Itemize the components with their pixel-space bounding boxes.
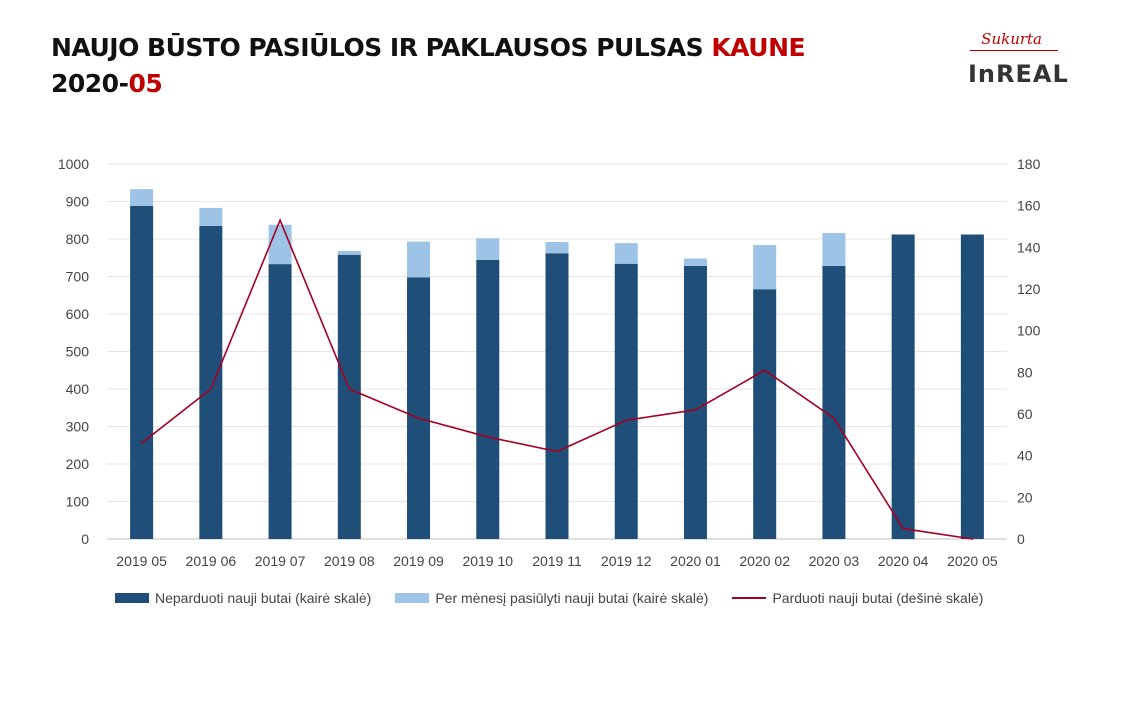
bar-offered xyxy=(130,189,154,206)
line-point-sold xyxy=(763,369,766,372)
x-tick-label: 2019 07 xyxy=(255,553,306,569)
right-tick-label: 20 xyxy=(1017,489,1033,505)
logo-script: Sukurta xyxy=(981,30,1042,48)
right-tick-label: 140 xyxy=(1017,239,1041,255)
bar-unsold xyxy=(199,225,223,539)
x-tick-label: 2020 04 xyxy=(878,553,929,569)
bar-unsold xyxy=(268,264,292,539)
line-point-sold xyxy=(486,436,489,438)
bar-offered xyxy=(614,243,638,264)
right-tick-label: 0 xyxy=(1017,531,1025,547)
x-tick-label: 2019 11 xyxy=(532,553,582,569)
line-point-sold xyxy=(556,450,558,453)
line-point-sold xyxy=(348,388,351,390)
chart-title: NAUJO BŪSTO PASIŪLOS IR PAKLAUSOS PULSAS… xyxy=(51,30,806,66)
line-point-sold xyxy=(833,417,835,419)
bar-offered xyxy=(753,245,777,290)
inreal-logo: Sukurta InREAL xyxy=(966,28,1068,90)
bar-offered xyxy=(476,238,500,260)
bar-offered xyxy=(822,233,846,266)
bar-offered xyxy=(545,242,569,254)
legend-line-sold xyxy=(732,597,767,599)
bar-unsold xyxy=(683,266,707,539)
left-tick-label: 700 xyxy=(66,269,90,285)
x-tick-label: 2019 05 xyxy=(116,553,167,569)
title-text: NAUJO BŪSTO PASIŪLOS IR PAKLAUSOS PULSAS xyxy=(51,33,712,62)
x-tick-label: 2020 05 xyxy=(947,553,998,569)
x-tick-label: 2019 06 xyxy=(186,553,237,569)
legend-label-unsold: Neparduoti nauji butai (kairė skalė) xyxy=(155,590,372,606)
period-month: 05 xyxy=(128,69,163,98)
bar-unsold xyxy=(407,277,431,539)
period-year: 2020- xyxy=(51,69,129,98)
bar-unsold xyxy=(337,254,361,539)
left-tick-label: 1000 xyxy=(58,156,89,172)
logo-wordmark: InREAL xyxy=(968,60,1069,88)
line-point-sold xyxy=(625,419,628,422)
bar-unsold xyxy=(130,206,154,539)
chart-legend: Neparduoti nauji butai (kairė skalė) Per… xyxy=(115,590,1007,606)
left-tick-label: 200 xyxy=(66,456,90,472)
line-point-sold xyxy=(694,409,697,411)
bar-unsold xyxy=(960,234,984,539)
bar-unsold xyxy=(476,260,500,539)
right-tick-label: 40 xyxy=(1017,448,1033,464)
title-city: KAUNE xyxy=(711,33,806,62)
left-tick-label: 0 xyxy=(81,531,89,547)
title-block: NAUJO BŪSTO PASIŪLOS IR PAKLAUSOS PULSAS… xyxy=(51,30,806,102)
right-tick-label: 180 xyxy=(1017,156,1041,172)
line-point-sold xyxy=(417,417,420,419)
bar-unsold xyxy=(545,253,569,539)
bar-offered xyxy=(199,207,223,226)
x-tick-label: 2019 10 xyxy=(462,553,513,569)
x-tick-label: 2020 02 xyxy=(739,553,790,569)
bar-unsold xyxy=(822,266,846,539)
bar-offered xyxy=(407,241,431,278)
right-tick-label: 120 xyxy=(1017,281,1041,297)
legend-label-offered: Per mėnesį pasiūlyti nauji butai (kairė … xyxy=(435,590,709,606)
left-tick-label: 300 xyxy=(66,419,90,435)
x-tick-label: 2019 09 xyxy=(393,553,444,569)
x-tick-label: 2020 01 xyxy=(670,553,721,569)
left-tick-label: 500 xyxy=(66,344,90,360)
chart-period: 2020-05 xyxy=(51,66,805,102)
legend-item-offered: Per mėnesį pasiūlyti nauji butai (kairė … xyxy=(395,590,708,606)
bar-unsold xyxy=(753,289,777,539)
right-tick-label: 80 xyxy=(1017,364,1033,380)
right-tick-label: 60 xyxy=(1017,406,1033,422)
left-tick-label: 900 xyxy=(66,194,90,210)
x-tick-label: 2019 12 xyxy=(601,553,652,569)
line-point-sold xyxy=(210,388,212,390)
line-point-sold xyxy=(279,219,281,222)
right-tick-label: 160 xyxy=(1017,198,1041,214)
bar-offered xyxy=(337,251,361,255)
legend-item-sold: Parduoti nauji butai (dešinė skalė) xyxy=(732,590,983,606)
right-tick-label: 100 xyxy=(1017,323,1041,339)
legend-swatch-offered xyxy=(395,593,430,603)
x-tick-label: 2019 08 xyxy=(324,553,375,569)
x-tick-label: 2020 03 xyxy=(809,553,860,569)
legend-item-unsold: Neparduoti nauji butai (kairė skalė) xyxy=(115,590,371,606)
bar-unsold xyxy=(891,234,915,539)
left-tick-label: 600 xyxy=(66,306,90,322)
line-point-sold xyxy=(140,442,143,444)
line-point-sold xyxy=(902,527,904,530)
bar-unsold xyxy=(614,263,638,539)
left-tick-label: 100 xyxy=(66,494,90,510)
bar-offered xyxy=(268,224,292,265)
legend-label-sold: Parduoti nauji butai (dešinė skalė) xyxy=(772,590,984,606)
legend-swatch-unsold xyxy=(115,593,149,603)
bar-offered xyxy=(683,258,707,266)
logo-divider xyxy=(970,50,1058,51)
left-tick-label: 800 xyxy=(66,231,90,247)
line-point-sold xyxy=(971,538,974,540)
left-tick-label: 400 xyxy=(66,381,90,397)
